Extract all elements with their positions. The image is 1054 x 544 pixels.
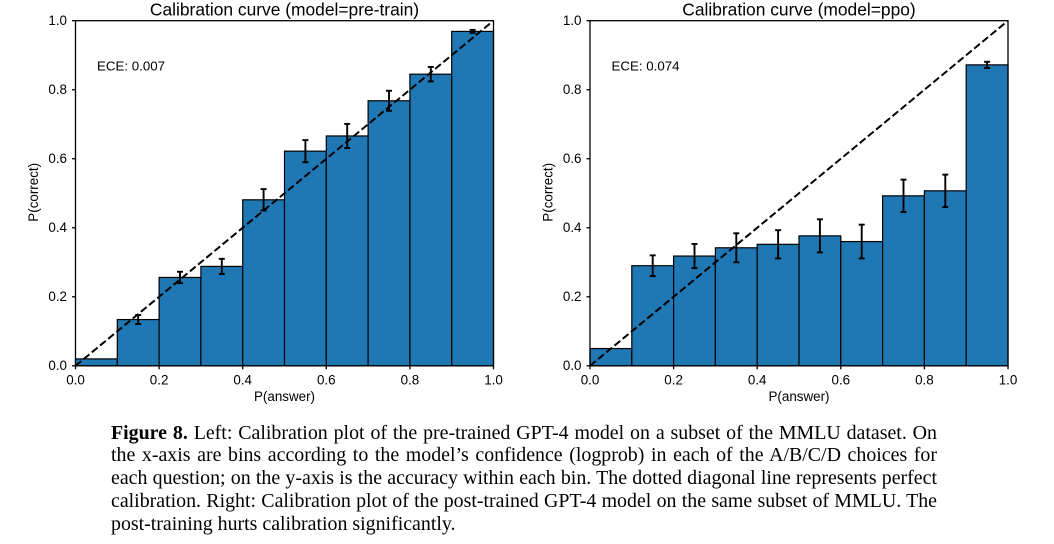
svg-text:P(correct): P(correct): [26, 163, 41, 222]
svg-text:0.2: 0.2: [150, 372, 169, 387]
svg-text:0.8: 0.8: [401, 372, 420, 387]
svg-text:0.8: 0.8: [48, 82, 67, 97]
svg-text:P(answer): P(answer): [768, 389, 829, 404]
svg-text:1.0: 1.0: [48, 13, 67, 28]
svg-text:1.0: 1.0: [999, 372, 1018, 387]
svg-text:0.2: 0.2: [48, 289, 67, 304]
svg-text:0.8: 0.8: [915, 372, 934, 387]
svg-text:ECE: 0.007: ECE: 0.007: [97, 59, 165, 74]
svg-text:P(correct): P(correct): [541, 163, 556, 222]
svg-text:0.2: 0.2: [664, 372, 683, 387]
svg-text:1.0: 1.0: [563, 13, 582, 28]
svg-text:1.0: 1.0: [484, 372, 503, 387]
svg-text:0.4: 0.4: [233, 372, 252, 387]
svg-text:0.8: 0.8: [563, 82, 582, 97]
svg-text:0.2: 0.2: [563, 289, 582, 304]
svg-text:0.6: 0.6: [563, 151, 582, 166]
svg-text:0.0: 0.0: [66, 372, 85, 387]
svg-text:0.0: 0.0: [581, 372, 600, 387]
svg-text:0.6: 0.6: [831, 372, 850, 387]
svg-text:0.4: 0.4: [48, 220, 67, 235]
svg-text:0.0: 0.0: [48, 358, 67, 373]
svg-text:0.6: 0.6: [48, 151, 67, 166]
svg-text:0.4: 0.4: [563, 220, 582, 235]
svg-text:Calibration curve (model=ppo): Calibration curve (model=ppo): [682, 0, 915, 20]
svg-text:0.4: 0.4: [748, 372, 767, 387]
svg-text:ECE: 0.074: ECE: 0.074: [612, 59, 680, 74]
svg-text:0.0: 0.0: [563, 358, 582, 373]
svg-text:P(answer): P(answer): [254, 389, 315, 404]
svg-text:0.6: 0.6: [317, 372, 336, 387]
svg-text:Calibration curve (model=pre-t: Calibration curve (model=pre-train): [150, 0, 419, 20]
